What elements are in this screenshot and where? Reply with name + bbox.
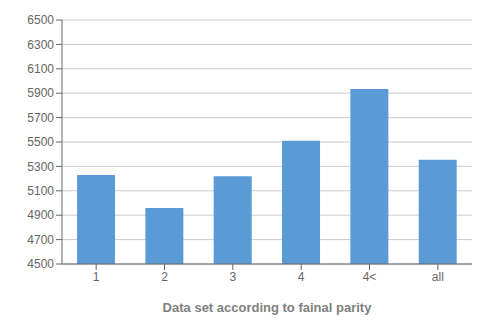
svg-text:5700: 5700 xyxy=(27,111,54,125)
svg-text:2: 2 xyxy=(161,270,168,284)
svg-text:6500: 6500 xyxy=(27,13,54,27)
svg-text:5100: 5100 xyxy=(27,184,54,198)
svg-text:4: 4 xyxy=(298,270,305,284)
svg-text:5900: 5900 xyxy=(27,86,54,100)
svg-text:5500: 5500 xyxy=(27,135,54,149)
svg-text:4500: 4500 xyxy=(27,257,54,271)
svg-text:3: 3 xyxy=(229,270,236,284)
svg-text:4900: 4900 xyxy=(27,208,54,222)
svg-text:4700: 4700 xyxy=(27,233,54,247)
svg-text:1: 1 xyxy=(93,270,100,284)
svg-text:5300: 5300 xyxy=(27,160,54,174)
svg-text:4<: 4< xyxy=(363,270,377,284)
svg-text:Data set according to fainal p: Data set according to fainal parity xyxy=(163,300,373,315)
svg-text:6100: 6100 xyxy=(27,62,54,76)
svg-text:6300: 6300 xyxy=(27,38,54,52)
svg-text:all: all xyxy=(432,270,444,284)
